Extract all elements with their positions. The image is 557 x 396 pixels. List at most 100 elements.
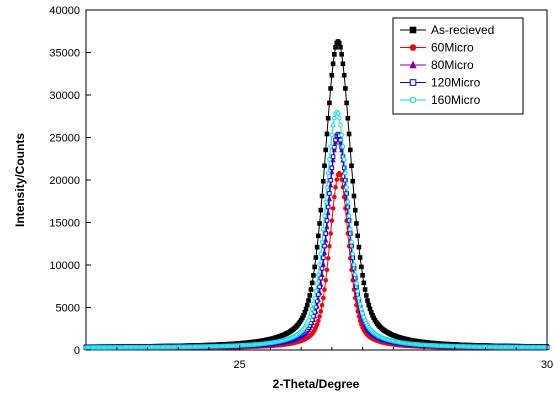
series-line (86, 134, 547, 349)
legend: As-recieved 60Micro 80Micro 120Micro 160Micr… (392, 17, 524, 115)
data-point (320, 295, 326, 301)
x-tick-label: 30 (541, 359, 553, 371)
data-point (304, 302, 310, 308)
data-point (356, 244, 362, 250)
data-point (320, 255, 326, 260)
data-point (307, 293, 313, 298)
data-point (308, 287, 314, 292)
data-point (357, 255, 363, 260)
data-point (314, 298, 320, 304)
data-point (307, 314, 313, 320)
data-point (330, 154, 336, 159)
data-point (338, 123, 343, 128)
data-point (314, 322, 320, 327)
data-point (311, 301, 316, 307)
legend-marker (409, 44, 417, 51)
data-point (344, 100, 349, 106)
legend-label: 80Micro (431, 58, 474, 72)
legend-entry: 160Micro (400, 93, 481, 107)
legend-label: 60Micro (431, 41, 474, 55)
data-point (324, 218, 330, 223)
data-point (355, 233, 360, 239)
series-160micro (83, 109, 550, 350)
data-point (324, 267, 330, 273)
data-point (333, 137, 338, 143)
data-point (325, 204, 331, 210)
data-point (311, 273, 316, 278)
data-point (339, 52, 345, 57)
data-point (349, 163, 354, 169)
y-tick-label: 0 (74, 345, 80, 357)
data-point (327, 191, 332, 196)
data-point (312, 264, 317, 270)
data-point (328, 177, 333, 183)
data-point (322, 163, 327, 169)
data-point (355, 288, 360, 294)
x-tick-label: 25 (234, 359, 246, 371)
y-tick-label: 20000 (49, 175, 80, 187)
data-point (325, 170, 331, 176)
data-point (319, 193, 325, 199)
series-80micro (83, 132, 550, 350)
data-point (344, 185, 349, 190)
data-point (360, 311, 365, 316)
data-point (333, 184, 338, 190)
legend-marker (409, 96, 417, 104)
data-point (359, 264, 364, 270)
data-point (303, 306, 309, 312)
data-point (319, 239, 325, 245)
data-point (350, 178, 356, 184)
y-tick-label: 10000 (49, 260, 80, 272)
data-point (318, 275, 324, 281)
legend-marker (409, 79, 417, 86)
data-point (332, 115, 337, 121)
data-point (350, 251, 356, 257)
y-tick-label: 30000 (49, 90, 80, 102)
data-point (336, 115, 342, 121)
y-axis-title: Intensity/Counts (13, 133, 27, 227)
data-point (338, 172, 343, 178)
data-point (312, 309, 317, 315)
data-point (351, 262, 357, 268)
data-point (320, 226, 326, 232)
data-point (323, 231, 329, 236)
data-point (316, 318, 321, 324)
data-point (317, 262, 322, 268)
y-tick-label: 40000 (49, 5, 80, 17)
legend-marker (409, 60, 417, 69)
data-point (332, 194, 337, 200)
legend-entry: 120Micro (400, 76, 481, 90)
data-point (316, 272, 321, 277)
data-point (366, 302, 372, 308)
data-point (365, 298, 370, 303)
data-point (306, 298, 311, 303)
data-point (314, 244, 320, 250)
data-point (333, 44, 338, 50)
data-point (360, 273, 365, 278)
legend-marker (409, 26, 417, 34)
data-point (325, 256, 331, 261)
x-axis-title: 2-Theta/Degree (273, 377, 360, 391)
series-line (86, 133, 547, 349)
axes-layer: 0 5000 10000 15000 20000 25000 30000 35000 40000… (49, 5, 553, 371)
data-point (330, 206, 336, 211)
data-point (325, 115, 331, 121)
data-point (316, 233, 321, 239)
data-point (339, 177, 345, 182)
data-point (320, 178, 326, 184)
data-point (359, 306, 364, 312)
data-point (313, 255, 319, 260)
data-point (329, 165, 335, 171)
data-point (345, 115, 351, 121)
data-point (336, 40, 342, 46)
data-point (324, 131, 330, 137)
data-point (327, 243, 332, 249)
data-point (323, 147, 329, 153)
data-point (329, 218, 335, 224)
data-point (309, 280, 315, 286)
data-point (349, 239, 354, 245)
data-point (329, 72, 335, 78)
legend-entries: As-recieved 60Micro 80Micro 120Micro 160Micr… (400, 23, 494, 107)
y-tick-label: 25000 (49, 133, 80, 145)
data-point (314, 281, 320, 286)
